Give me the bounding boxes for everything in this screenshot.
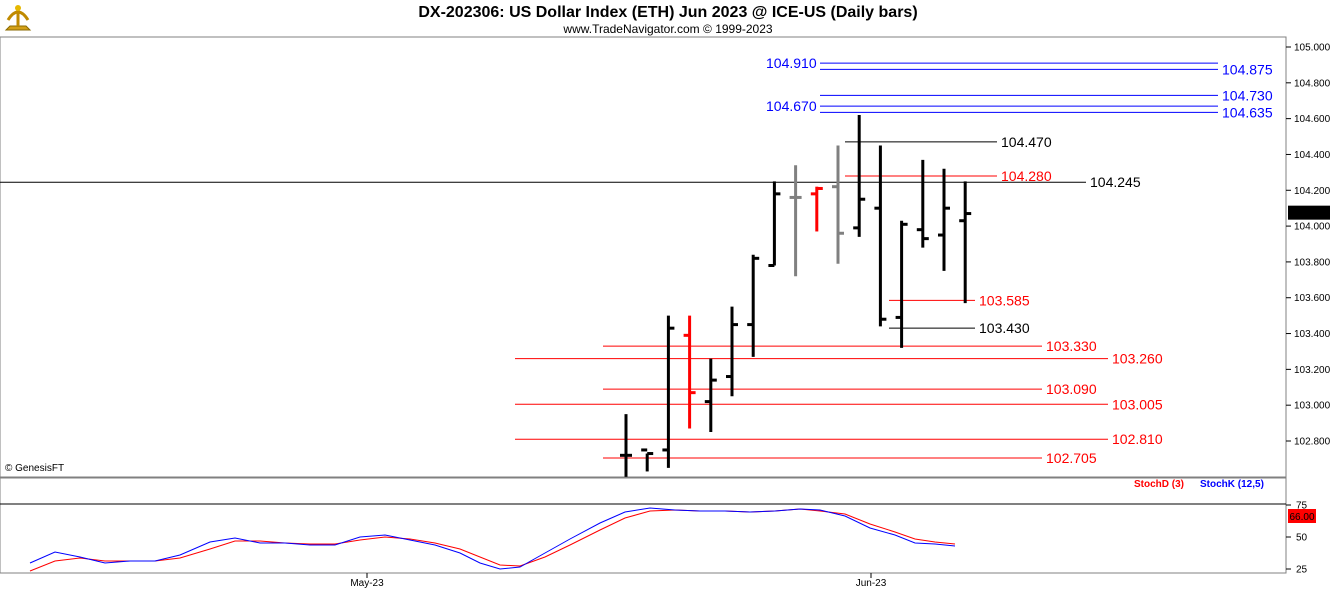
stoch-ticks: 75 50 25 bbox=[1286, 501, 1308, 576]
ohlc-bar bbox=[747, 254, 760, 357]
ohlc-bar bbox=[768, 181, 781, 267]
ohlc-bar bbox=[620, 414, 632, 477]
ohlc-bar bbox=[853, 115, 866, 237]
last-price-box bbox=[1288, 205, 1330, 220]
last-price-label: 104.075 bbox=[1291, 209, 1328, 220]
stoch-panel[interactable] bbox=[0, 477, 1287, 574]
ohlc-bar bbox=[662, 315, 675, 468]
ohlc-bar bbox=[810, 186, 823, 232]
price-tick-label: 103.400 bbox=[1294, 329, 1331, 340]
ohlc-bar bbox=[726, 306, 738, 397]
stoch-tick-label: 75 bbox=[1296, 501, 1308, 512]
level-label: 103.260 bbox=[1112, 351, 1163, 367]
stoch-k-legend: StochK (12,5) bbox=[1200, 479, 1264, 490]
stoch-d-legend: StochD (3) bbox=[1134, 479, 1184, 490]
price-panel[interactable] bbox=[0, 36, 1287, 478]
chart-title: DX-202306: US Dollar Index (ETH) Jun 202… bbox=[418, 4, 917, 21]
ohlc-bar bbox=[704, 358, 717, 433]
level-label: 104.910 bbox=[766, 55, 817, 71]
level-label: 102.705 bbox=[1046, 450, 1097, 466]
level-label: 104.635 bbox=[1222, 104, 1273, 120]
stoch-last-label: 66.00 bbox=[1289, 512, 1314, 523]
level-label: 104.875 bbox=[1222, 61, 1273, 77]
level-label: 103.585 bbox=[979, 292, 1030, 308]
level-label: 104.730 bbox=[1222, 87, 1273, 103]
price-tick-label: 104.800 bbox=[1294, 78, 1331, 89]
ohlc-bar bbox=[959, 181, 972, 304]
ohlc-bar bbox=[789, 165, 802, 277]
ohlc-bar bbox=[874, 145, 887, 327]
level-label: 103.005 bbox=[1112, 396, 1163, 412]
ohlc-bar bbox=[832, 145, 844, 264]
stoch-tick-label: 50 bbox=[1296, 533, 1308, 544]
price-tick-label: 103.200 bbox=[1294, 365, 1331, 376]
price-tick-label: 104.200 bbox=[1294, 186, 1331, 197]
price-tick-label: 102.800 bbox=[1294, 437, 1331, 448]
price-ticks: 105.000 104.800 104.600 104.400 104.200 104.0… bbox=[1286, 43, 1331, 448]
ohlc-bar bbox=[916, 159, 929, 248]
level-label: 104.470 bbox=[1001, 134, 1052, 150]
levels: 104.910 104.875 104.730 104.670 104.635 104.4… bbox=[0, 55, 1273, 466]
price-tick-label: 103.600 bbox=[1294, 293, 1331, 304]
stochastic: StochD (3) StochK (12,5) 66.00 bbox=[0, 479, 1316, 572]
price-tick-label: 104.400 bbox=[1294, 150, 1331, 161]
level-label: 104.670 bbox=[766, 98, 817, 114]
time-tick-label: Jun-23 bbox=[856, 578, 887, 589]
chart-subtitle: www.TradeNavigator.com © 1999-2023 bbox=[562, 22, 772, 36]
level-label: 103.090 bbox=[1046, 381, 1097, 397]
price-tick-label: 103.000 bbox=[1294, 401, 1331, 412]
ohlc-bar bbox=[895, 220, 908, 348]
time-labels: May-23 Jun-23 bbox=[350, 573, 887, 589]
price-tick-label: 104.000 bbox=[1294, 222, 1331, 233]
time-tick-label: May-23 bbox=[350, 578, 384, 589]
stoch-last-box bbox=[1288, 509, 1316, 523]
stoch-tick-label: 25 bbox=[1296, 565, 1308, 576]
price-tick-label: 105.000 bbox=[1294, 43, 1331, 54]
price-tick-label: 104.600 bbox=[1294, 114, 1331, 125]
ohlc-bars bbox=[620, 115, 972, 477]
level-label: 102.810 bbox=[1112, 431, 1163, 447]
stoch-k-line bbox=[29, 507, 956, 570]
level-label: 104.280 bbox=[1001, 168, 1052, 184]
ohlc-bar bbox=[641, 448, 654, 472]
copyright-label: © GenesisFT bbox=[5, 463, 64, 474]
ohlc-bar bbox=[683, 315, 696, 429]
last-price-badge: 104.075 bbox=[1288, 205, 1330, 220]
genesis-logo-icon bbox=[4, 5, 32, 31]
ohlc-bar bbox=[938, 168, 950, 271]
stoch-d-line bbox=[29, 508, 956, 572]
price-tick-label: 103.800 bbox=[1294, 257, 1331, 268]
level-label: 103.330 bbox=[1046, 338, 1097, 354]
level-label: 104.245 bbox=[1090, 174, 1141, 190]
level-label: 103.430 bbox=[979, 320, 1030, 336]
